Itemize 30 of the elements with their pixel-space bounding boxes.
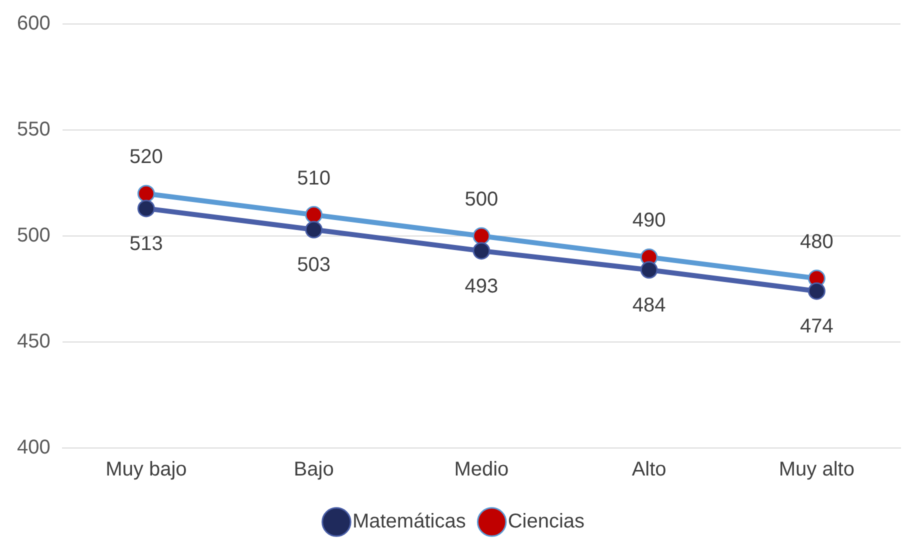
y-tick-label: 450: [16, 330, 50, 353]
x-tick-label: Muy alto: [778, 458, 854, 481]
legend-label: Ciencias: [508, 510, 585, 533]
data-label: 474: [800, 316, 834, 338]
point: [640, 261, 658, 279]
point: [137, 200, 155, 218]
data-label: 503: [297, 254, 330, 276]
data-label: 490: [632, 210, 666, 232]
y-tick-label: 550: [16, 118, 50, 141]
x-tick-label: Bajo: [294, 458, 334, 481]
x-tick-label: Muy bajo: [106, 458, 187, 481]
data-label: 520: [129, 146, 163, 168]
point: [137, 184, 155, 202]
y-tick-label: 600: [16, 12, 50, 35]
x-tick-label: Medio: [454, 458, 509, 481]
y-tick-label: 400: [16, 436, 50, 459]
point: [472, 242, 490, 260]
legend-label: Matemáticas: [352, 510, 466, 533]
point: [808, 282, 826, 300]
point: [305, 220, 323, 238]
data-label: 480: [800, 230, 834, 253]
y-tick-label: 500: [16, 224, 50, 247]
x-tick-label: Alto: [632, 458, 666, 481]
data-label: 510: [297, 167, 330, 190]
point: [472, 227, 490, 245]
data-label: 484: [632, 294, 666, 316]
data-label: 500: [464, 188, 498, 211]
data-label: 493: [464, 275, 498, 298]
data-label: 513: [129, 232, 163, 255]
point: [305, 206, 323, 224]
